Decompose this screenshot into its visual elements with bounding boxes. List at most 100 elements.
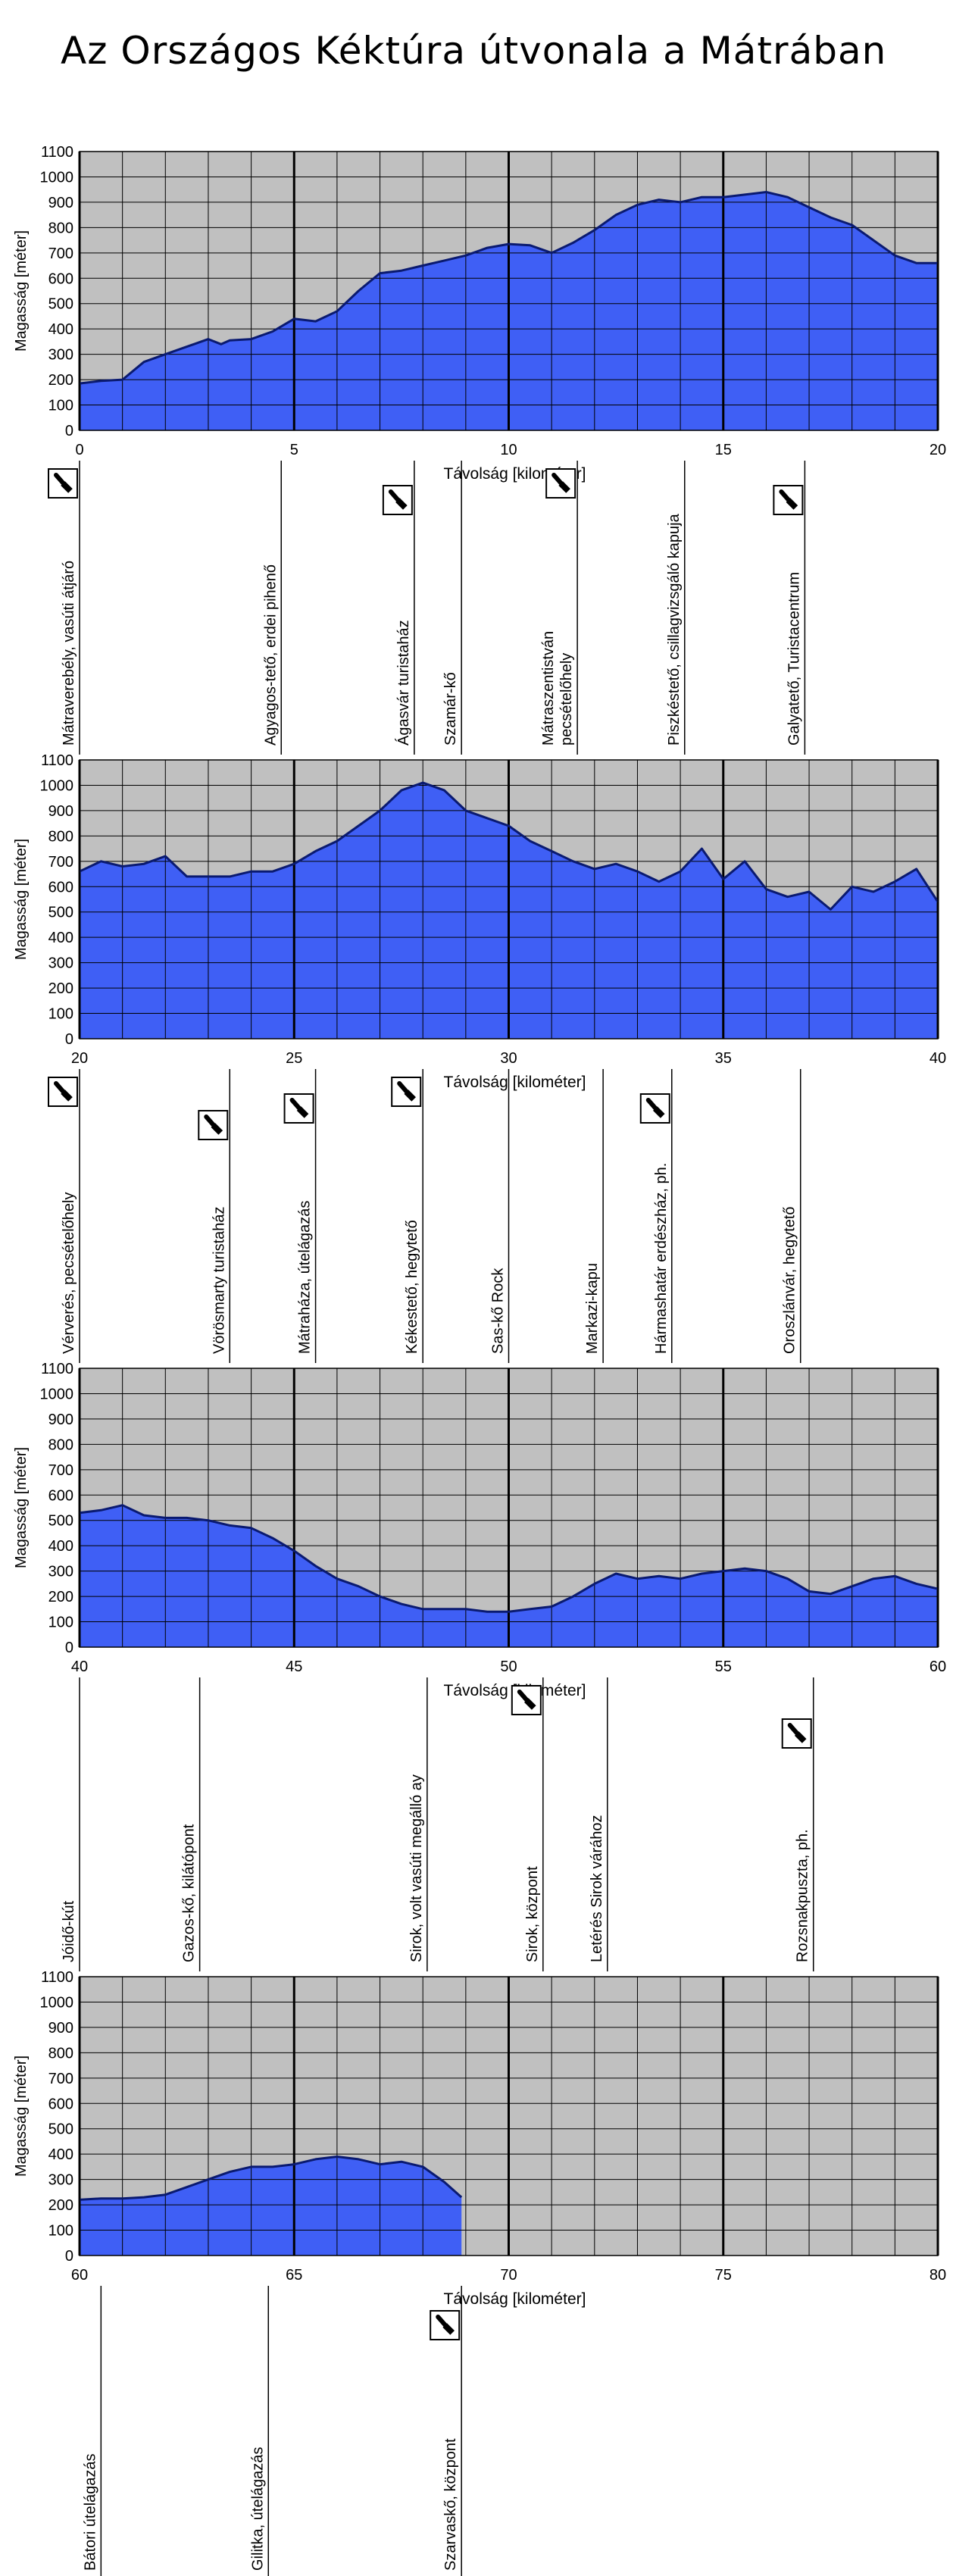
y-axis-label: Magasság [méter] (13, 230, 30, 352)
marker-label: Hármashatár erdészház, ph. (653, 1163, 670, 1354)
elevation-chart-1: 0 100 200 300 400 500 600 700 800 900 1000 1100 0 5 10… (13, 144, 946, 755)
marker-label: Agyagos-tető, erdei pihenő (262, 564, 279, 746)
page-title: Az Országos Kéktúra útvonala a Mátrában (61, 29, 887, 73)
elevation-line (79, 1504, 939, 1613)
y-tick-label: 400 (48, 930, 73, 946)
y-tick-label: 0 (65, 1031, 73, 1048)
stamp-icon (48, 1077, 78, 1107)
y-tick-label: 500 (48, 905, 73, 921)
stamp-icon (545, 468, 576, 499)
marker-label: pecsételőhely (558, 653, 575, 746)
y-tick-label: 1100 (41, 1361, 73, 1377)
plot-frame (79, 1976, 939, 2256)
location-marker: Sirok, volt vasúti megálló ay (408, 1677, 428, 1971)
location-marker: Vérverés, pecsételőhely (48, 1069, 80, 1363)
location-marker: Letérés Sirok várához (589, 1677, 608, 1971)
y-tick-label: 900 (48, 2020, 73, 2037)
marker-label: Sirok, volt vasúti megálló ay (408, 1774, 425, 1962)
y-tick-label: 600 (48, 2096, 73, 2112)
elevation-chart-4: 0 100 200 300 400 500 600 700 800 900 1000 1100 60 65… (13, 1969, 946, 2576)
y-tick-label: 0 (65, 2248, 73, 2265)
stamp-icon (391, 1077, 422, 1107)
y-tick-label: 1100 (41, 144, 73, 161)
location-marker: Bátori útelágazás (82, 2286, 102, 2576)
y-tick-label: 600 (48, 270, 73, 287)
elevation-area (80, 2156, 462, 2256)
elevation-line (79, 191, 938, 385)
x-tick-label: 10 (500, 442, 517, 458)
x-tick-label: 5 (290, 442, 298, 458)
location-marker: Vörösmarty turistaház (198, 1069, 231, 1363)
location-marker: Szamár-kő (442, 461, 462, 755)
marker-label: Mátraháza, útelágazás (297, 1201, 314, 1354)
stamp-icon (283, 1093, 314, 1124)
location-marker: Markazi-kapu (584, 1069, 604, 1363)
y-tick-label: 0 (65, 1640, 73, 1656)
marker-label: Sirok, központ (524, 1866, 541, 1962)
y-axis-label: Magasság [méter] (13, 1447, 30, 1568)
y-tick-label: 700 (48, 245, 73, 262)
plot-frame (79, 1368, 939, 1648)
x-tick-label: 70 (500, 2267, 517, 2284)
location-marker: Mátraszentistván pecsételőhely (540, 461, 578, 755)
y-axis-label: Magasság [méter] (13, 839, 30, 960)
marker-label: Sas-kő Rock (490, 1268, 507, 1354)
location-marker: Szarvaskő, központ (430, 2286, 462, 2576)
marker-label: Gazos-kő, kilátópont (181, 1824, 198, 1962)
marker-label: Ágasvár turistaház (395, 620, 412, 746)
y-tick-label: 600 (48, 1487, 73, 1504)
y-tick-label: 800 (48, 1436, 73, 1453)
marker-label: Szamár-kő (442, 672, 459, 746)
x-tick-label: 80 (930, 2267, 946, 2284)
x-tick-label: 40 (71, 1658, 88, 1675)
y-tick-label: 400 (48, 321, 73, 338)
marker-label: Kékestető, hegytető (404, 1220, 420, 1354)
location-marker: Sas-kő Rock (490, 1069, 510, 1363)
y-tick-label: 100 (48, 2223, 73, 2240)
y-tick-label: 300 (48, 2172, 73, 2189)
x-tick-label: 60 (71, 2267, 88, 2284)
stamp-icon (48, 468, 78, 499)
marker-label: Vérverés, pecsételőhely (61, 1193, 77, 1354)
y-tick-label: 800 (48, 2045, 73, 2062)
location-marker: Rozsnakpuszta, ph. (781, 1677, 814, 1971)
x-tick-label: 15 (715, 442, 732, 458)
x-tick-label: 30 (500, 1050, 517, 1067)
y-tick-label: 300 (48, 955, 73, 972)
y-tick-label: 200 (48, 1589, 73, 1605)
y-tick-label: 200 (48, 2197, 73, 2214)
stamp-icon (511, 1685, 542, 1715)
y-tick-label: 1000 (40, 1386, 74, 1402)
x-axis-label: Távolság [kilométer] (444, 2290, 586, 2308)
y-tick-label: 100 (48, 398, 73, 414)
y-axis-label: Magasság [méter] (13, 2055, 30, 2177)
location-marker: Gazos-kő, kilátópont (181, 1677, 201, 1971)
y-tick-label: 200 (48, 980, 73, 997)
marker-label: Oroszlánvár, hegytető (782, 1206, 798, 1354)
x-tick-label: 20 (71, 1050, 88, 1067)
marker-label: Letérés Sirok várához (589, 1815, 605, 1962)
location-marker: Hármashatár erdészház, ph. (639, 1069, 673, 1363)
location-marker: Sirok, központ (511, 1677, 544, 1971)
stamp-icon (382, 485, 413, 515)
y-tick-label: 1000 (40, 1994, 74, 2011)
y-tick-label: 500 (48, 2121, 73, 2138)
marker-label: Markazi-kapu (584, 1263, 601, 1354)
location-marker: Kékestető, hegytető (391, 1069, 423, 1363)
y-tick-label: 1100 (41, 752, 73, 769)
stamp-icon (781, 1718, 812, 1749)
plot-frame (79, 759, 939, 1039)
x-tick-label: 65 (286, 2267, 302, 2284)
y-tick-label: 1000 (40, 169, 74, 186)
marker-label: Galyatető, Turistacentrum (786, 572, 802, 746)
y-tick-label: 700 (48, 1462, 73, 1479)
x-tick-label: 25 (286, 1050, 302, 1067)
y-tick-label: 800 (48, 828, 73, 845)
y-tick-label: 500 (48, 296, 73, 313)
location-marker: Ágasvár turistaház (382, 461, 415, 755)
location-marker: Mátraverebély, vasúti átjáró (48, 461, 80, 755)
y-tick-label: 500 (48, 1513, 73, 1530)
y-tick-label: 900 (48, 803, 73, 820)
x-tick-label: 75 (715, 2267, 732, 2284)
